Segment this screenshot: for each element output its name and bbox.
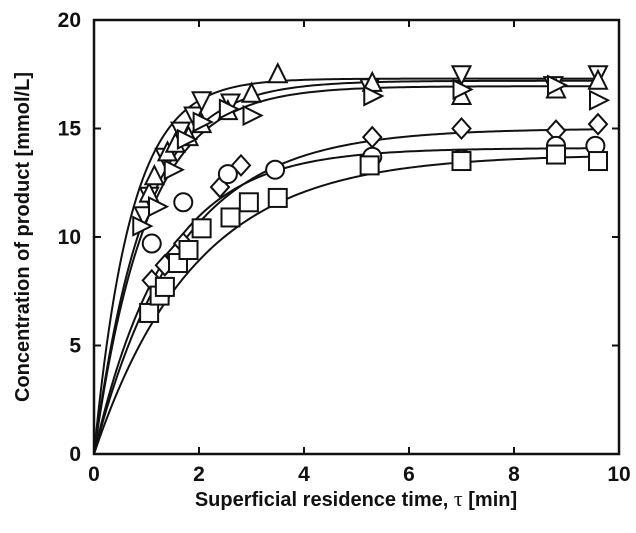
x-axis-title: Superficial residence time, τ [min] [195, 486, 517, 511]
x-tick-label: 4 [298, 463, 310, 486]
fit-curve-triangle-right [93, 85, 598, 455]
marker-diamond [451, 117, 472, 140]
marker-square [178, 240, 199, 261]
y-tick-label: 15 [58, 118, 82, 141]
marker-square [154, 276, 175, 297]
marker-triangle-down [450, 65, 473, 87]
marker-circle [141, 233, 162, 254]
marker-diamond [587, 112, 609, 136]
marker-triangle-right [547, 74, 569, 96]
y-tick-label: 20 [58, 9, 81, 32]
y-tick-label: 5 [69, 335, 81, 358]
marker-triangle-up [240, 81, 263, 103]
x-tick-label: 8 [508, 463, 520, 486]
fit-curve-square [93, 155, 599, 455]
x-tick-labels: 0 2 4 6 8 10 [88, 463, 631, 486]
marker-square [359, 155, 380, 176]
marker-triangle-right [363, 85, 385, 107]
marker-triangle-right [589, 89, 611, 111]
y-tick-label: 10 [58, 226, 81, 249]
marker-square [191, 218, 212, 239]
marker-square [220, 207, 241, 228]
marker-triangle-right [163, 159, 185, 181]
marker-triangle-right [218, 98, 241, 120]
x-axis-label: Superficial residence time, [195, 489, 448, 511]
plot-area [92, 18, 621, 456]
marker-diamond [361, 125, 383, 149]
marker-circle [173, 192, 194, 213]
x-axis-unit: [min] [468, 489, 517, 511]
axis-ticks [93, 19, 620, 455]
marker-square [451, 151, 472, 172]
x-tick-label: 0 [88, 463, 100, 486]
marker-square [238, 192, 259, 213]
marker-square [139, 302, 160, 323]
marker-triangle-right [192, 111, 214, 133]
marker-square [267, 187, 288, 208]
marker-triangle-up [143, 164, 165, 186]
fit-curve-triangle-down [93, 77, 598, 455]
x-tick-label: 6 [403, 463, 415, 486]
marker-circle [217, 164, 238, 185]
marker-triangle-down [191, 91, 213, 113]
y-axis-title: Concentration of product [mmol/L] [12, 72, 34, 402]
marker-triangle-right [148, 196, 170, 218]
plot-frame [92, 18, 621, 456]
marker-triangle-right [132, 215, 154, 237]
marker-circle [265, 159, 286, 180]
data-markers [132, 62, 611, 323]
marker-triangle-right [176, 128, 199, 150]
x-axis-tau-symbol: τ [454, 486, 463, 511]
marker-triangle-up [267, 62, 289, 84]
y-tick-label: 0 [69, 443, 81, 466]
x-tick-label: 10 [607, 463, 630, 486]
marker-square [546, 144, 566, 165]
x-tick-label: 2 [193, 463, 205, 486]
marker-triangle-right [242, 104, 264, 127]
y-tick-labels: 0 5 10 15 20 [58, 9, 82, 466]
marker-triangle-right [452, 78, 474, 101]
marker-triangle-up [587, 68, 609, 90]
marker-square [588, 151, 608, 172]
